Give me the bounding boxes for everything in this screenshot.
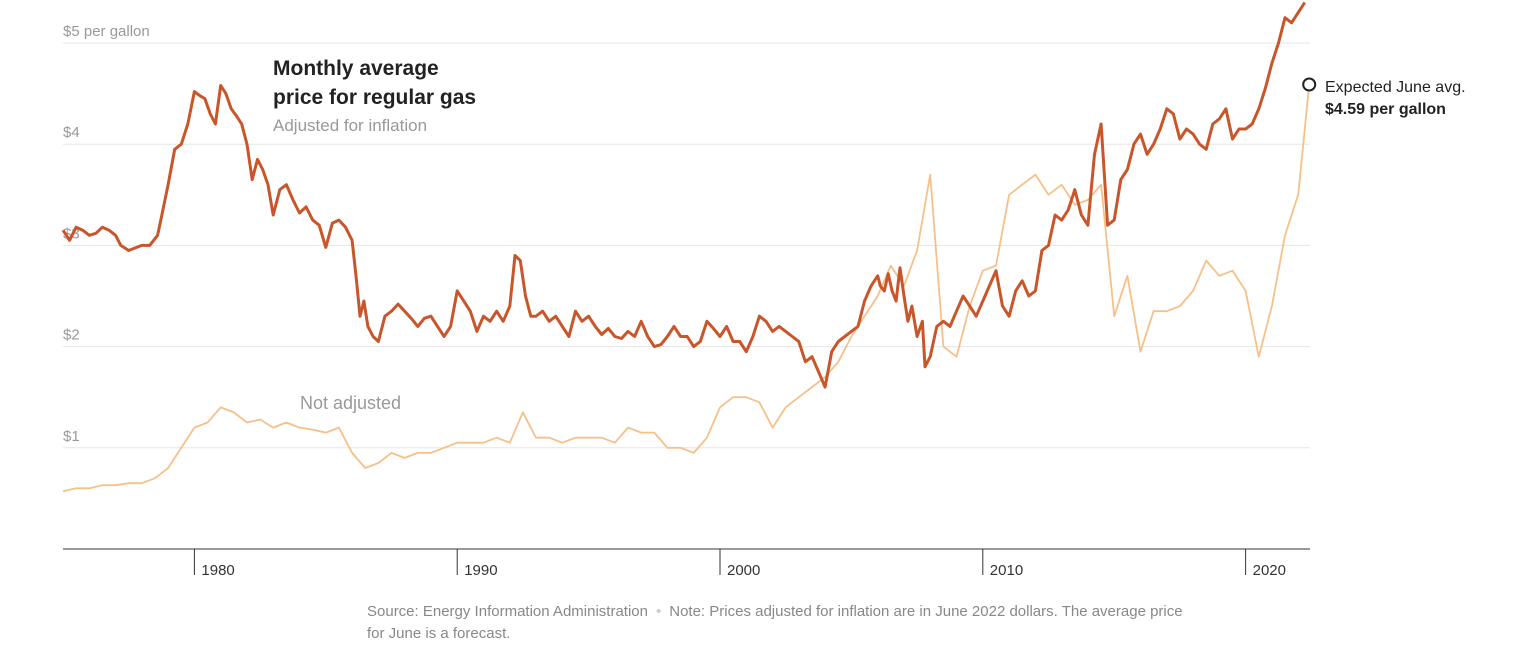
not-adjusted-label: Not adjusted <box>300 393 401 413</box>
y-axis-ticks: $5 per gallon$4$3$2$1 <box>63 23 150 445</box>
y-tick-label: $4 <box>63 124 80 141</box>
x-tick-label: 2000 <box>727 562 760 579</box>
y-tick-label: $2 <box>63 327 80 344</box>
y-tick-label: $1 <box>63 428 80 445</box>
forecast-annotation-line-1: Expected June avg. <box>1325 79 1466 96</box>
source-note: Source: Energy Information Administratio… <box>367 603 648 620</box>
x-tick-label: 1980 <box>201 562 234 579</box>
series-line-not-adjusted <box>62 84 1311 493</box>
chart-subtitle: Adjusted for inflation <box>273 116 427 135</box>
chart-title-line-1: Monthly average <box>273 57 439 80</box>
series-line-adjusted-for-inflation <box>61 1 1306 389</box>
x-tick-label: 2010 <box>990 562 1023 579</box>
x-tick-label: 2020 <box>1253 562 1286 579</box>
gridlines <box>63 42 1310 449</box>
forecast-marker <box>1302 77 1317 92</box>
chart-footer: Source: Energy Information Administratio… <box>367 601 1197 645</box>
chart-title-line-2: price for regular gas <box>273 86 476 109</box>
separator-dot: • <box>655 603 662 620</box>
x-tick-label: 1990 <box>464 562 497 579</box>
method-note: Note: Prices adjusted for inflation are … <box>367 603 1183 642</box>
forecast-annotation-line-2: $4.59 per gallon <box>1325 101 1446 118</box>
x-axis: 1980 1990 2000 2010 2020 <box>63 548 1310 579</box>
y-tick-label: $5 per gallon <box>63 23 150 40</box>
